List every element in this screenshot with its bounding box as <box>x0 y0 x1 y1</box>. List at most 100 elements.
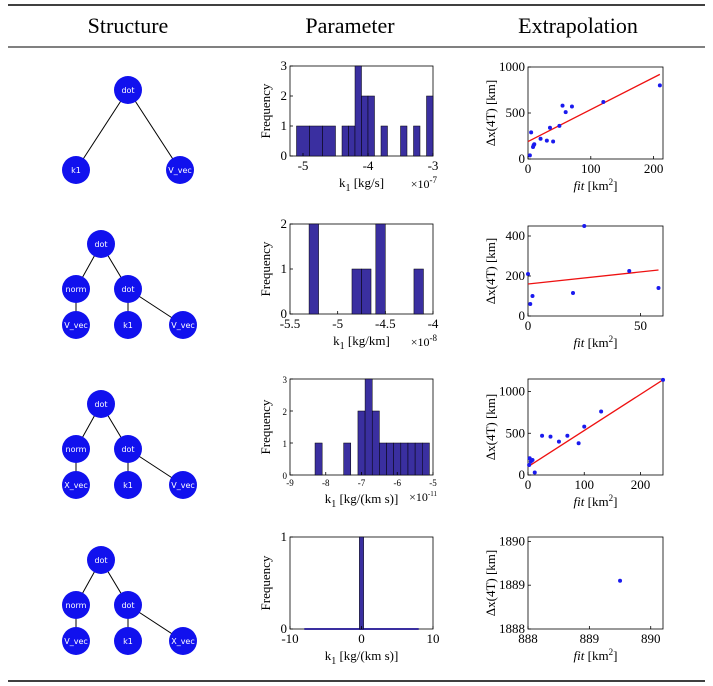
histogram-bar <box>375 223 386 315</box>
histogram-bar <box>407 442 416 476</box>
data-point <box>529 130 534 135</box>
x-tick-label: -5 <box>429 478 437 488</box>
histogram-bar <box>380 125 388 157</box>
column-header-parameter: Parameter <box>305 13 395 38</box>
y-tick-label: 0 <box>281 306 288 321</box>
x-axis-label-symbol: k <box>339 175 346 190</box>
x-axis-label-unit: [km <box>584 648 608 663</box>
x-axis-label-subscript: 1 <box>331 656 336 667</box>
x-axis-label-symbol: fit <box>574 335 585 350</box>
y-tick-label: 1888 <box>499 621 525 636</box>
x-axis-label-unit: [kg/(km s)] <box>336 491 398 506</box>
histogram-bar <box>296 125 310 157</box>
data-point <box>557 123 562 128</box>
y-tick-label: 1000 <box>499 59 525 74</box>
x-axis-label-symbol: k <box>333 333 340 348</box>
tree-node-dot <box>87 230 115 258</box>
data-point <box>527 462 532 467</box>
x-tick-label: 200 <box>644 161 664 176</box>
y-tick-label: 0 <box>283 471 288 481</box>
x-axis-label-unit: [kg/(km s)] <box>336 648 398 663</box>
plot-frame <box>527 378 664 476</box>
data-point <box>565 433 570 438</box>
x-tick-label: 10 <box>427 631 440 646</box>
histogram-bar <box>322 125 336 157</box>
y-tick-label: 1890 <box>499 533 525 548</box>
data-point <box>656 286 661 290</box>
x-tick-label: 200 <box>631 477 651 492</box>
x-tick-label: -4.5 <box>375 316 396 331</box>
histogram-bar <box>426 95 434 157</box>
y-tick-label: 1 <box>283 439 288 449</box>
x-axis-label-symbol: fit <box>574 178 585 193</box>
y-axis-label: Δx(4T) [km] <box>483 550 498 616</box>
y-tick-label: 200 <box>506 268 526 283</box>
fit-line <box>527 269 659 285</box>
y-tick-label: 2 <box>283 407 288 417</box>
x-axis-label-superscript: 2 <box>609 647 614 657</box>
x-axis-label-bracket: ] <box>613 648 617 663</box>
histogram-bar <box>393 442 402 476</box>
y-tick-label: 3 <box>281 58 288 73</box>
x-tick-label: 0 <box>358 631 365 646</box>
histogram-bar <box>361 95 369 157</box>
axis-exponent: ×10-7 <box>411 175 438 191</box>
histogram-bar <box>386 442 394 476</box>
y-axis-label: Frequency <box>258 399 273 454</box>
y-axis-label: Frequency <box>258 241 273 296</box>
tree-node-label: V_vec <box>171 321 195 330</box>
x-axis-label: fit [km2] <box>574 493 618 509</box>
data-point <box>528 302 533 306</box>
tree-node-v-vec <box>62 627 90 655</box>
data-point <box>538 136 543 141</box>
axis-exponent-power: -8 <box>430 333 438 343</box>
y-tick-label: 0 <box>281 621 288 636</box>
x-tick-label: -7 <box>358 478 366 488</box>
x-axis-label-unit: [km <box>584 178 608 193</box>
data-point <box>582 224 587 228</box>
x-axis-label: k1 [kg/(km s)] <box>325 491 399 510</box>
x-tick-label: 889 <box>580 631 600 646</box>
x-axis-label-bracket: ] <box>613 494 617 509</box>
tree-edge <box>127 89 181 171</box>
data-point <box>526 272 530 276</box>
y-tick-label: 500 <box>506 105 526 120</box>
tree-node-label: X_vec <box>64 481 88 490</box>
x-axis-label: k1 [kg/s] <box>339 175 384 194</box>
x-tick-label: -5 <box>298 158 309 173</box>
y-tick-label: 2 <box>281 88 288 103</box>
plot-frame <box>527 536 664 630</box>
histogram-bar <box>367 95 375 157</box>
y-tick-label: 1 <box>281 118 288 133</box>
data-point <box>540 433 545 438</box>
histogram-bar <box>348 125 356 157</box>
tree-2: dot norm dot V_vec k1 V_vec <box>62 230 197 339</box>
y-tick-label: 0 <box>519 467 526 482</box>
histogram-bar <box>371 410 380 476</box>
tree-edge <box>75 89 129 171</box>
tree-node-k1 <box>62 156 90 184</box>
tree-node-label: norm <box>66 601 87 610</box>
x-tick-label: -5.5 <box>280 316 301 331</box>
x-tick-label: 100 <box>581 161 601 176</box>
column-header-structure: Structure <box>88 13 169 38</box>
tree-node-x-vec <box>169 627 197 655</box>
data-point <box>532 142 537 147</box>
x-tick-label: -3 <box>428 158 439 173</box>
histogram-bar <box>400 442 409 476</box>
y-tick-label: 0 <box>281 148 288 163</box>
tree-node-norm <box>62 275 90 303</box>
x-tick-label: -6 <box>394 478 402 488</box>
data-point <box>527 153 532 158</box>
plot-frame <box>527 66 664 160</box>
x-axis-label-symbol: fit <box>574 494 585 509</box>
histogram-bar <box>309 125 323 157</box>
y-axis-label: Δx(4T) [km] <box>483 80 498 146</box>
tree-node-norm <box>62 435 90 463</box>
scatter-plot-2: 0 50 0 200 400 Δx(4T) [km] fit [km2] <box>483 224 664 350</box>
